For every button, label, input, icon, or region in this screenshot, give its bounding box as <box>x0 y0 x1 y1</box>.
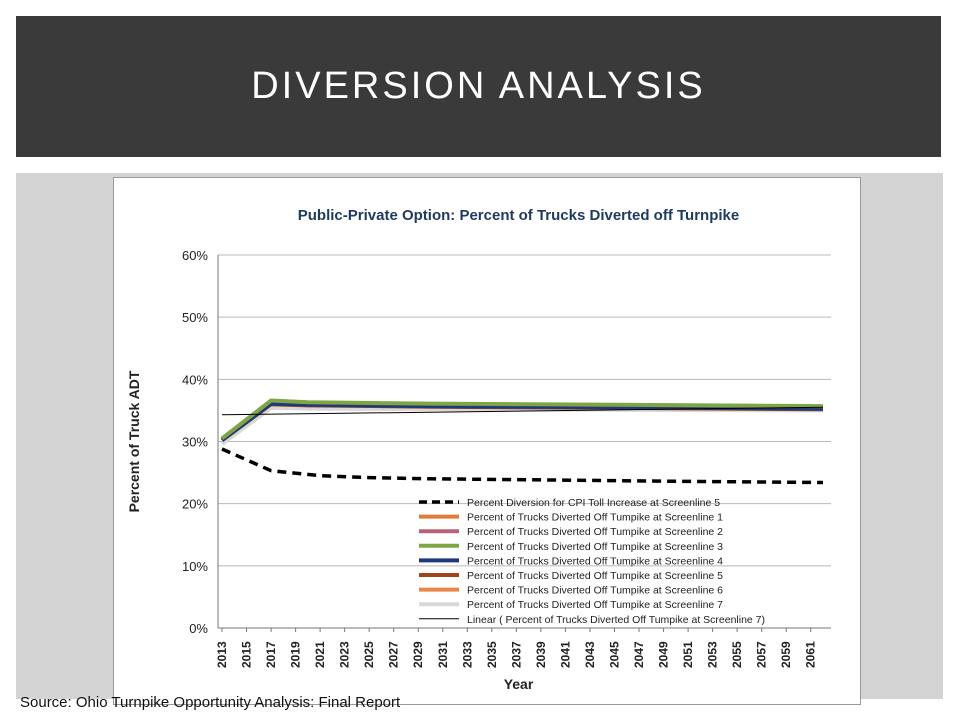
x-axis-label: Year <box>504 676 534 692</box>
slide-title-bar: DIVERSION ANALYSIS <box>16 16 941 157</box>
legend-label-9: Linear ( Percent of Trucks Diverted Off … <box>467 614 765 626</box>
x-tick-label: 2043 <box>583 641 597 668</box>
y-tick-label: 20% <box>182 497 208 512</box>
y-tick-label: 0% <box>189 621 208 636</box>
x-tick-label: 2015 <box>240 641 254 668</box>
legend-label-2: Percent of Trucks Diverted Off Tumpike a… <box>467 512 723 524</box>
legend-label-5: Percent of Trucks Diverted Off Tumpike a… <box>467 555 723 567</box>
series-line-9 <box>221 406 824 416</box>
legend-label-1: Percent Diversion for CPI Toll Increase … <box>467 497 720 509</box>
x-tick-label: 2061 <box>804 641 818 668</box>
x-tick-label: 2055 <box>730 641 744 668</box>
x-tick-label: 2033 <box>460 641 474 668</box>
x-tick-label: 2029 <box>411 641 425 668</box>
x-tick-label: 2017 <box>264 641 278 668</box>
x-tick-label: 2041 <box>558 641 572 668</box>
x-tick-label: 2031 <box>436 641 450 668</box>
y-tick-label: 30% <box>182 435 208 450</box>
chart-frame: Public-Private Option: Percent of Trucks… <box>113 177 861 705</box>
y-tick-label: 50% <box>182 310 208 325</box>
legend-label-3: Percent of Trucks Diverted Off Tumpike a… <box>467 526 723 538</box>
x-tick-label: 2053 <box>706 641 720 668</box>
y-tick-label: 40% <box>182 372 208 387</box>
x-tick-label: 2049 <box>657 641 671 668</box>
x-tick-label: 2035 <box>485 641 499 668</box>
x-tick-label: 2047 <box>632 641 646 668</box>
chart-title: Public-Private Option: Percent of Trucks… <box>298 207 739 224</box>
x-tick-label: 2027 <box>387 641 401 668</box>
source-note: Source: Ohio Turnpike Opportunity Analys… <box>20 694 401 711</box>
series-line-1 <box>221 447 824 485</box>
x-tick-label: 2045 <box>607 641 621 668</box>
legend-label-7: Percent of Trucks Diverted Off Tumpike a… <box>467 585 723 597</box>
legend-label-6: Percent of Trucks Diverted Off Tumpike a… <box>467 570 723 582</box>
y-tick-label: 60% <box>182 248 208 263</box>
x-tick-label: 2021 <box>313 641 327 668</box>
x-tick-label: 2059 <box>779 641 793 668</box>
x-tick-label: 2013 <box>215 641 229 668</box>
series-line-4 <box>220 398 824 440</box>
x-tick-label: 2057 <box>755 641 769 668</box>
slide-title: DIVERSION ANALYSIS <box>251 65 706 107</box>
x-tick-label: 2039 <box>534 641 548 668</box>
legend-label-8: Percent of Trucks Diverted Off Tumpike a… <box>467 599 723 611</box>
x-tick-label: 2037 <box>509 641 523 668</box>
series-line-5 <box>220 401 824 442</box>
diversion-line-chart: Public-Private Option: Percent of Trucks… <box>126 207 831 692</box>
x-tick-label: 2019 <box>289 641 303 668</box>
y-tick-label: 10% <box>182 559 208 574</box>
x-tick-label: 2025 <box>362 641 376 668</box>
x-tick-label: 2051 <box>681 641 695 668</box>
x-tick-label: 2023 <box>338 641 352 668</box>
legend-label-4: Percent of Trucks Diverted Off Tumpike a… <box>467 541 723 553</box>
y-axis-label: Percent of Truck ADT <box>126 370 142 512</box>
